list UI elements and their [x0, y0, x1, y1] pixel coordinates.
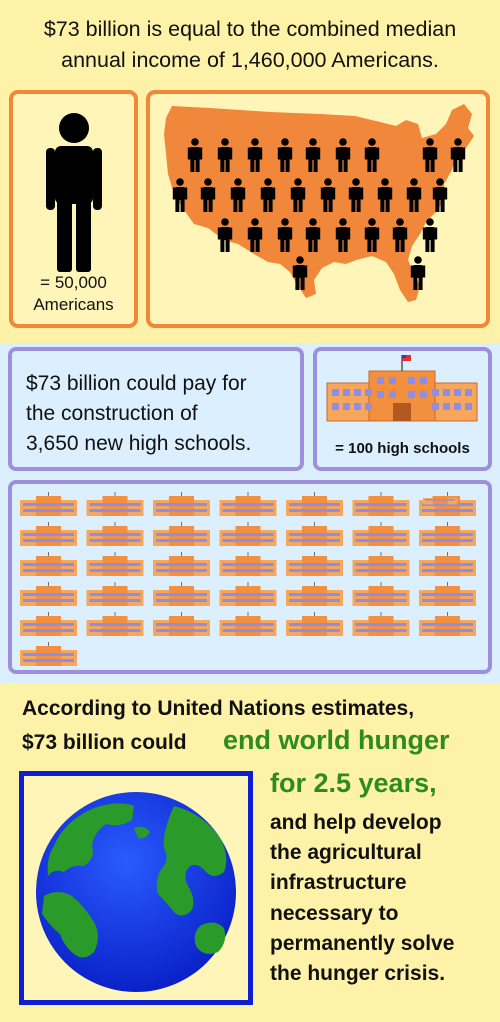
person-legend-box: = 50,000 Americans — [9, 90, 138, 328]
school-icon — [20, 642, 77, 666]
person-icon — [450, 138, 466, 172]
person-icon — [277, 138, 293, 172]
school-icon — [86, 552, 144, 576]
person-icon — [200, 178, 216, 212]
person-icon — [305, 218, 321, 252]
person-icon — [277, 218, 293, 252]
school-icon — [219, 522, 277, 546]
person-icon — [290, 178, 306, 212]
school-icon — [153, 552, 210, 576]
person-icon — [364, 138, 380, 172]
school-icon — [153, 582, 210, 606]
school-icon — [20, 522, 77, 546]
hunger-line1: According to United Nations estimates, — [22, 697, 415, 720]
person-icon — [422, 138, 438, 172]
school-icon — [153, 522, 210, 546]
school-icon — [219, 582, 277, 606]
schools-grid-box — [8, 480, 492, 674]
person-icon — [247, 218, 263, 252]
person-icon — [377, 178, 393, 212]
school-icon — [286, 492, 343, 516]
ocean — [36, 792, 236, 992]
school-icon — [352, 582, 410, 606]
school-icon — [86, 612, 144, 636]
school-grid — [20, 492, 476, 666]
school-icon — [419, 522, 476, 546]
globe-icon — [36, 792, 236, 992]
us-map-shape — [164, 104, 474, 302]
person-icon — [230, 178, 246, 212]
continents — [42, 803, 227, 958]
person-icon — [410, 256, 426, 290]
school-icon — [286, 612, 343, 636]
hunger-rest-text: and help develop the agricultural infras… — [270, 811, 455, 986]
school-icon — [86, 522, 144, 546]
globe-box — [19, 771, 253, 1005]
school-icon — [20, 552, 77, 576]
income-headline-line1: $73 billion is equal to the combined med… — [43, 17, 457, 41]
school-icon — [286, 582, 343, 606]
person-icon — [335, 138, 351, 172]
person-icon — [46, 113, 102, 272]
school-icon — [20, 612, 77, 636]
school-icon — [153, 612, 210, 636]
school-icon — [326, 355, 478, 422]
person-legend-label: = 50,000 Americans — [13, 272, 134, 316]
school-icon — [352, 522, 410, 546]
person-icon — [432, 178, 448, 212]
school-icon — [86, 582, 144, 606]
school-icon — [86, 492, 144, 516]
hunger-green-line2: for 2.5 years, — [270, 768, 437, 798]
school-legend-box: = 100 high schools — [313, 347, 492, 471]
school-icon — [419, 612, 476, 636]
person-icon — [320, 178, 336, 212]
school-icon — [286, 552, 343, 576]
school-icon — [219, 612, 277, 636]
person-icon — [187, 138, 203, 172]
school-icon — [153, 492, 210, 516]
person-icon — [305, 138, 321, 172]
school-icon — [352, 552, 410, 576]
person-icon — [217, 138, 233, 172]
person-icon — [392, 218, 408, 252]
person-icon — [422, 218, 438, 252]
person-icon — [292, 256, 308, 290]
income-headline: $73 billion is equal to the combined med… — [0, 14, 500, 76]
us-map — [164, 104, 474, 302]
person-legend-value: = 50,000 — [40, 273, 107, 292]
school-icon — [352, 492, 410, 516]
school-icon — [20, 582, 77, 606]
school-icon — [352, 612, 410, 636]
person-legend-unit: Americans — [33, 295, 114, 314]
person-icon — [348, 178, 364, 212]
hunger-green-line1: end world hunger — [223, 725, 450, 755]
school-legend-label: = 100 high schools — [335, 440, 470, 457]
person-icon — [172, 178, 188, 212]
person-icon — [364, 218, 380, 252]
schools-text: $73 billion could pay for the constructi… — [26, 369, 251, 459]
person-icon — [335, 218, 351, 252]
people-icons — [172, 138, 466, 290]
school-icon — [419, 552, 476, 576]
person-icon — [406, 178, 422, 212]
person-icon — [260, 178, 276, 212]
hunger-line2: $73 billion could — [22, 731, 187, 754]
schools-line1: $73 billion could pay for — [26, 372, 247, 395]
schools-line2: the construction of — [26, 402, 198, 425]
person-icon — [217, 218, 233, 252]
schools-line3: 3,650 new high schools. — [26, 432, 252, 455]
school-icon — [219, 552, 277, 576]
schools-text-box: $73 billion could pay for the constructi… — [8, 347, 304, 471]
school-icon — [419, 582, 476, 606]
school-icon — [286, 522, 343, 546]
school-icon — [20, 492, 77, 516]
school-icon — [219, 492, 277, 516]
income-headline-line2: annual income of 1,460,000 Americans. — [61, 48, 439, 72]
person-icon — [247, 138, 263, 172]
school-icon — [423, 496, 458, 505]
us-map-box — [146, 90, 490, 328]
